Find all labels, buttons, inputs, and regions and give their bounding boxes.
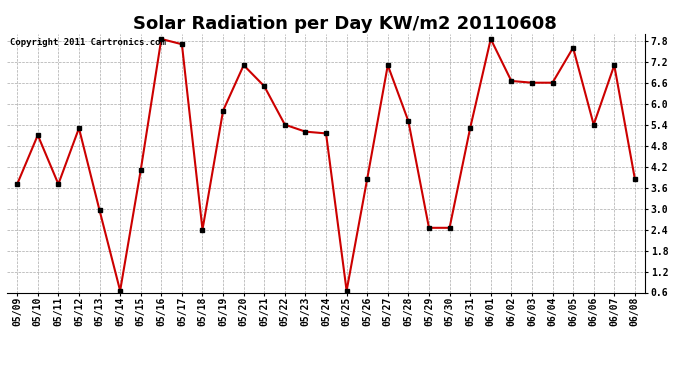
Text: Solar Radiation per Day KW/m2 20110608: Solar Radiation per Day KW/m2 20110608 — [133, 15, 557, 33]
Text: Copyright 2011 Cartronics.com: Copyright 2011 Cartronics.com — [10, 38, 166, 46]
